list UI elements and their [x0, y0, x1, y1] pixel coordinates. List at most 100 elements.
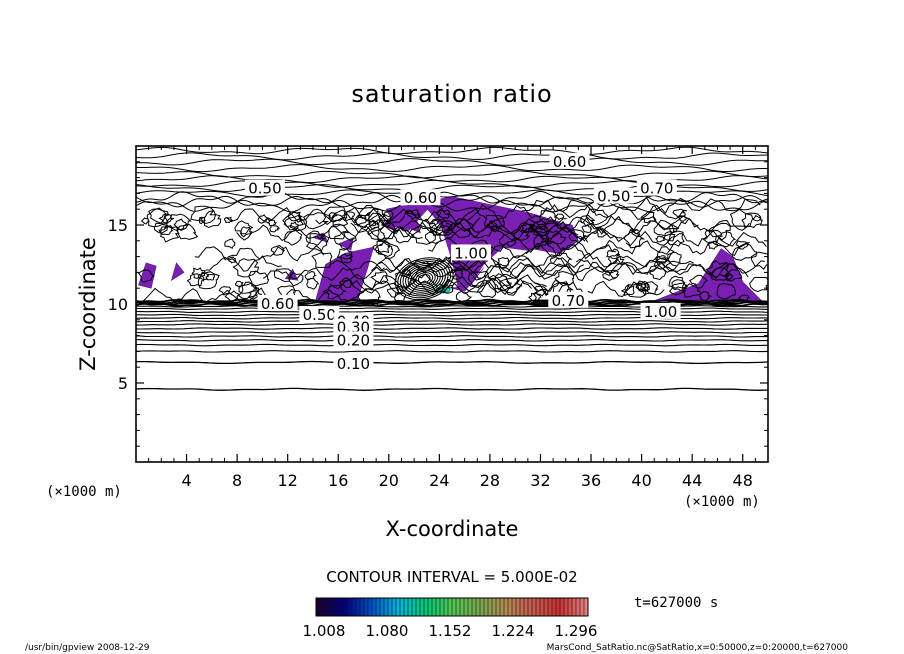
colorbar-stripe — [568, 598, 572, 616]
x-tick-label: 48 — [733, 471, 753, 490]
colorbar-stripe — [368, 598, 372, 616]
contour-line — [581, 223, 593, 233]
contour-line — [568, 229, 587, 244]
contour-line — [436, 209, 451, 219]
contour-line — [273, 268, 292, 283]
contour-line — [329, 257, 482, 274]
contour-line — [315, 209, 442, 226]
footer-right: MarsCond_SatRatio.nc@SatRatio,x=0:50000,… — [547, 643, 849, 653]
contour-line — [237, 282, 260, 300]
contour-label: 0.10 — [337, 355, 370, 373]
colorbar-stripe — [576, 598, 580, 616]
contour-line — [302, 212, 330, 230]
x-tick-label: 8 — [232, 471, 242, 490]
contour-line — [520, 223, 534, 233]
contour-line — [605, 260, 765, 277]
supersaturated-region — [380, 218, 397, 232]
contour-line — [136, 343, 768, 347]
contour-line — [225, 206, 367, 223]
x-tick-label: 12 — [278, 471, 298, 490]
x-unit-label-left: (×1000 m) — [46, 484, 122, 500]
contour-line — [499, 232, 517, 248]
contour-line — [190, 205, 217, 225]
contour-line — [176, 223, 199, 240]
contour-line — [311, 252, 333, 269]
y-tick-label: 5 — [118, 374, 128, 393]
colorbar-stripe — [580, 598, 584, 616]
contour-line — [555, 213, 565, 221]
colorbar-stripe — [516, 598, 520, 616]
contour-label: 1.00 — [644, 303, 677, 321]
contour-line — [224, 290, 240, 302]
contour-line — [699, 291, 713, 302]
colorbar-stripe — [472, 598, 476, 616]
contour-line — [158, 224, 180, 243]
x-tick-label: 32 — [530, 471, 550, 490]
colorbar-stripe — [468, 598, 472, 616]
supersaturation-shading — [138, 196, 763, 302]
contour-line — [224, 238, 236, 250]
contour-line — [428, 235, 589, 253]
colorbar-stripe — [492, 598, 496, 616]
colorbar-stripe — [388, 598, 392, 616]
contour-line — [304, 270, 318, 281]
contour-line — [636, 280, 650, 292]
contour-line — [620, 284, 635, 296]
contour-line — [136, 164, 768, 173]
contour-line — [340, 253, 354, 264]
contour-line — [710, 267, 731, 281]
contour-line — [470, 263, 559, 279]
contour-lines — [136, 146, 768, 391]
contour-line — [199, 210, 222, 229]
contour-line — [136, 360, 768, 365]
contour-line — [334, 230, 357, 250]
colorbar-stripe — [444, 598, 448, 616]
colorbar-stripe — [584, 598, 588, 616]
colorbar-stripe — [408, 598, 412, 616]
contour-line — [350, 207, 488, 225]
contour-line — [338, 277, 354, 289]
colorbar-stripe — [320, 598, 324, 616]
contour-line — [741, 212, 763, 229]
contour-label: 0.60 — [261, 295, 294, 313]
contour-label-bg — [333, 331, 374, 348]
contour-line — [262, 266, 385, 282]
colorbar-stripe — [464, 598, 468, 616]
contour-line — [136, 287, 364, 305]
contour-line — [483, 214, 505, 231]
contour-line — [357, 287, 381, 307]
contour-line — [283, 214, 307, 232]
contour-line — [191, 267, 207, 279]
colorbar-stripe — [504, 598, 508, 616]
contour-line — [236, 224, 423, 242]
y-tick-label: 10 — [108, 295, 128, 314]
contour-line — [575, 258, 695, 276]
colorbar-stripe — [372, 598, 376, 616]
contour-line — [197, 271, 220, 290]
contour-line — [270, 244, 286, 256]
contour-line — [234, 220, 254, 235]
contour-line — [136, 327, 768, 330]
colorbar-stripe — [396, 598, 400, 616]
colorbar-stripe — [572, 598, 576, 616]
supersaturated-region — [337, 237, 354, 251]
contour-line — [668, 282, 687, 296]
contour-line — [537, 217, 750, 235]
contour-line — [140, 217, 150, 225]
contour-line — [455, 290, 473, 303]
colorbar-stripe — [452, 598, 456, 616]
contour-line — [136, 331, 768, 334]
contour-line — [415, 218, 567, 235]
colorbar-stripe — [420, 598, 424, 616]
contour-label-bg — [548, 291, 589, 308]
contour-line — [376, 239, 401, 259]
colorbar-tick-label: 1.080 — [366, 622, 409, 640]
contour-line — [266, 219, 277, 227]
contour-line — [374, 241, 393, 258]
colorbar-tick-label: 1.152 — [429, 622, 472, 640]
colorbar-stripe — [348, 598, 352, 616]
contour-line — [537, 223, 547, 231]
contour-line — [410, 268, 439, 289]
colorbar-stripe — [380, 598, 384, 616]
